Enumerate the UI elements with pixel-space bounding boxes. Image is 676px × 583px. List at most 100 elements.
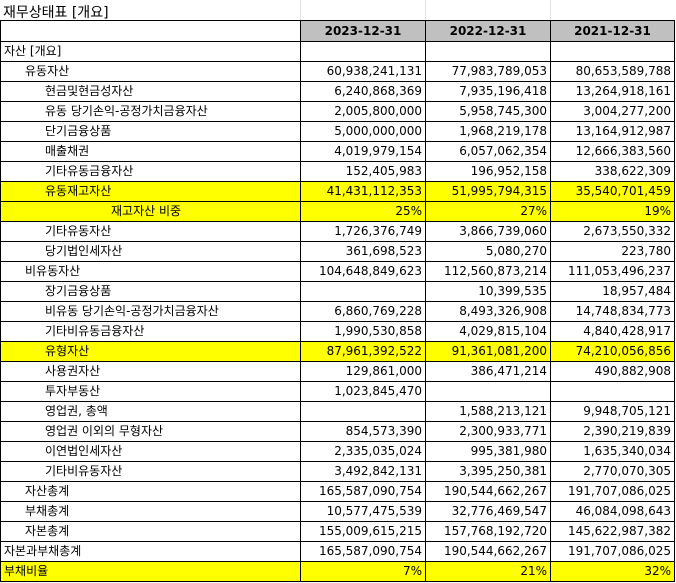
value-cell-2021-12-31[interactable]: 14,748,834,773 <box>550 301 675 322</box>
value-cell-2022-12-31[interactable] <box>425 41 551 62</box>
row-label-cell[interactable]: 당기법인세자산 <box>0 241 301 262</box>
row-label-cell[interactable]: 매출채권 <box>0 141 301 162</box>
value-cell-2023-12-31[interactable]: 165,587,090,754 <box>300 541 426 562</box>
header-2023[interactable]: 2023-12-31 <box>300 20 426 42</box>
value-cell-2023-12-31[interactable]: 361,698,523 <box>300 241 426 262</box>
value-cell-2022-12-31[interactable]: 10,399,535 <box>425 281 551 302</box>
row-label-cell[interactable]: 유동 당기손익-공정가치금융자산 <box>0 101 301 122</box>
value-cell-2022-12-31[interactable]: 3,395,250,381 <box>425 461 551 482</box>
value-cell-2023-12-31[interactable]: 2,335,035,024 <box>300 441 426 462</box>
value-cell-2021-12-31[interactable]: 223,780 <box>550 241 675 262</box>
row-label-cell[interactable]: 영업권, 총액 <box>0 401 301 422</box>
header-2022[interactable]: 2022-12-31 <box>425 20 551 42</box>
value-cell-2023-12-31[interactable] <box>300 281 426 302</box>
value-cell-2022-12-31[interactable]: 5,080,270 <box>425 241 551 262</box>
value-cell-2021-12-31[interactable]: 191,707,086,025 <box>550 541 675 562</box>
value-cell-2021-12-31[interactable]: 13,164,912,987 <box>550 121 675 142</box>
row-label-cell[interactable]: 기타비유동자산 <box>0 461 301 482</box>
row-label-cell[interactable]: 자본총계 <box>0 521 301 542</box>
value-cell-2021-12-31[interactable]: 19% <box>550 201 675 222</box>
row-label-cell[interactable]: 기타비유동금융자산 <box>0 321 301 342</box>
value-cell-2023-12-31[interactable]: 87,961,392,522 <box>300 341 426 362</box>
value-cell-2022-12-31[interactable]: 51,995,794,315 <box>425 181 551 202</box>
row-label-cell[interactable]: 재고자산 비중 <box>0 201 301 222</box>
header-2021[interactable]: 2021-12-31 <box>550 20 675 42</box>
value-cell-2022-12-31[interactable]: 27% <box>425 201 551 222</box>
value-cell-2023-12-31[interactable]: 2,005,800,000 <box>300 101 426 122</box>
value-cell-2023-12-31[interactable]: 4,019,979,154 <box>300 141 426 162</box>
value-cell-2021-12-31[interactable]: 2,770,070,305 <box>550 461 675 482</box>
value-cell-2023-12-31[interactable]: 3,492,842,131 <box>300 461 426 482</box>
value-cell-2022-12-31[interactable]: 21% <box>425 561 551 582</box>
value-cell-2022-12-31[interactable] <box>425 381 551 402</box>
value-cell-2023-12-31[interactable]: 25% <box>300 201 426 222</box>
value-cell-2021-12-31[interactable]: 4,840,428,917 <box>550 321 675 342</box>
value-cell-2021-12-31[interactable]: 1,635,340,034 <box>550 441 675 462</box>
row-label-cell[interactable]: 기타유동금융자산 <box>0 161 301 182</box>
value-cell-2022-12-31[interactable]: 386,471,214 <box>425 361 551 382</box>
value-cell-2022-12-31[interactable]: 4,029,815,104 <box>425 321 551 342</box>
value-cell-2021-12-31[interactable]: 32% <box>550 561 675 582</box>
value-cell-2021-12-31[interactable]: 191,707,086,025 <box>550 481 675 502</box>
value-cell-2022-12-31[interactable]: 2,300,933,771 <box>425 421 551 442</box>
value-cell-2023-12-31[interactable]: 1,990,530,858 <box>300 321 426 342</box>
value-cell-2023-12-31[interactable] <box>300 401 426 422</box>
value-cell-2023-12-31[interactable]: 152,405,983 <box>300 161 426 182</box>
value-cell-2023-12-31[interactable]: 5,000,000,000 <box>300 121 426 142</box>
value-cell-2023-12-31[interactable]: 41,431,112,353 <box>300 181 426 202</box>
value-cell-2021-12-31[interactable]: 13,264,918,161 <box>550 81 675 102</box>
value-cell-2022-12-31[interactable]: 190,544,662,267 <box>425 481 551 502</box>
value-cell-2022-12-31[interactable]: 8,493,326,908 <box>425 301 551 322</box>
value-cell-2021-12-31[interactable]: 74,210,056,856 <box>550 341 675 362</box>
value-cell-2023-12-31[interactable]: 1,726,376,749 <box>300 221 426 242</box>
value-cell-2021-12-31[interactable]: 490,882,908 <box>550 361 675 382</box>
value-cell-2022-12-31[interactable]: 3,866,739,060 <box>425 221 551 242</box>
value-cell-2021-12-31[interactable]: 46,084,098,643 <box>550 501 675 522</box>
value-cell-2023-12-31[interactable]: 155,009,615,215 <box>300 521 426 542</box>
row-label-cell[interactable]: 부채총계 <box>0 501 301 522</box>
row-label-cell[interactable]: 장기금융상품 <box>0 281 301 302</box>
value-cell-2022-12-31[interactable]: 7,935,196,418 <box>425 81 551 102</box>
row-label-cell[interactable]: 투자부동산 <box>0 381 301 402</box>
value-cell-2022-12-31[interactable]: 196,952,158 <box>425 161 551 182</box>
value-cell-2023-12-31[interactable]: 60,938,241,131 <box>300 61 426 82</box>
value-cell-2022-12-31[interactable]: 77,983,789,053 <box>425 61 551 82</box>
value-cell-2022-12-31[interactable]: 190,544,662,267 <box>425 541 551 562</box>
value-cell-2022-12-31[interactable]: 1,968,219,178 <box>425 121 551 142</box>
row-label-cell[interactable]: 사용권자산 <box>0 361 301 382</box>
value-cell-2021-12-31[interactable]: 35,540,701,459 <box>550 181 675 202</box>
value-cell-2023-12-31[interactable]: 10,577,475,539 <box>300 501 426 522</box>
row-label-cell[interactable]: 자산 [개요] <box>0 41 301 62</box>
value-cell-2021-12-31[interactable]: 145,622,987,382 <box>550 521 675 542</box>
value-cell-2023-12-31[interactable]: 6,240,868,369 <box>300 81 426 102</box>
value-cell-2021-12-31[interactable] <box>550 381 675 402</box>
row-label-cell[interactable]: 현금및현금성자산 <box>0 81 301 102</box>
value-cell-2023-12-31[interactable]: 165,587,090,754 <box>300 481 426 502</box>
value-cell-2021-12-31[interactable]: 3,004,277,200 <box>550 101 675 122</box>
value-cell-2022-12-31[interactable]: 5,958,745,300 <box>425 101 551 122</box>
value-cell-2023-12-31[interactable]: 104,648,849,623 <box>300 261 426 282</box>
value-cell-2022-12-31[interactable]: 112,560,873,214 <box>425 261 551 282</box>
value-cell-2023-12-31[interactable]: 7% <box>300 561 426 582</box>
row-label-cell[interactable]: 비유동자산 <box>0 261 301 282</box>
value-cell-2021-12-31[interactable]: 12,666,383,560 <box>550 141 675 162</box>
value-cell-2021-12-31[interactable]: 338,622,309 <box>550 161 675 182</box>
row-label-cell[interactable]: 영업권 이외의 무형자산 <box>0 421 301 442</box>
row-label-cell[interactable]: 부채비율 <box>0 561 301 582</box>
value-cell-2022-12-31[interactable]: 1,588,213,121 <box>425 401 551 422</box>
value-cell-2023-12-31[interactable]: 129,861,000 <box>300 361 426 382</box>
value-cell-2023-12-31[interactable]: 854,573,390 <box>300 421 426 442</box>
row-label-cell[interactable]: 기타유동자산 <box>0 221 301 242</box>
row-label-cell[interactable]: 자산총계 <box>0 481 301 502</box>
value-cell-2021-12-31[interactable]: 80,653,589,788 <box>550 61 675 82</box>
value-cell-2022-12-31[interactable]: 91,361,081,200 <box>425 341 551 362</box>
value-cell-2023-12-31[interactable] <box>300 41 426 62</box>
row-label-cell[interactable]: 유동재고자산 <box>0 181 301 202</box>
row-label-cell[interactable]: 비유동 당기손익-공정가치금융자산 <box>0 301 301 322</box>
value-cell-2022-12-31[interactable]: 995,381,980 <box>425 441 551 462</box>
value-cell-2022-12-31[interactable]: 157,768,192,720 <box>425 521 551 542</box>
row-label-cell[interactable]: 유형자산 <box>0 341 301 362</box>
value-cell-2021-12-31[interactable]: 18,957,484 <box>550 281 675 302</box>
row-label-cell[interactable]: 단기금융상품 <box>0 121 301 142</box>
value-cell-2021-12-31[interactable]: 2,673,550,332 <box>550 221 675 242</box>
